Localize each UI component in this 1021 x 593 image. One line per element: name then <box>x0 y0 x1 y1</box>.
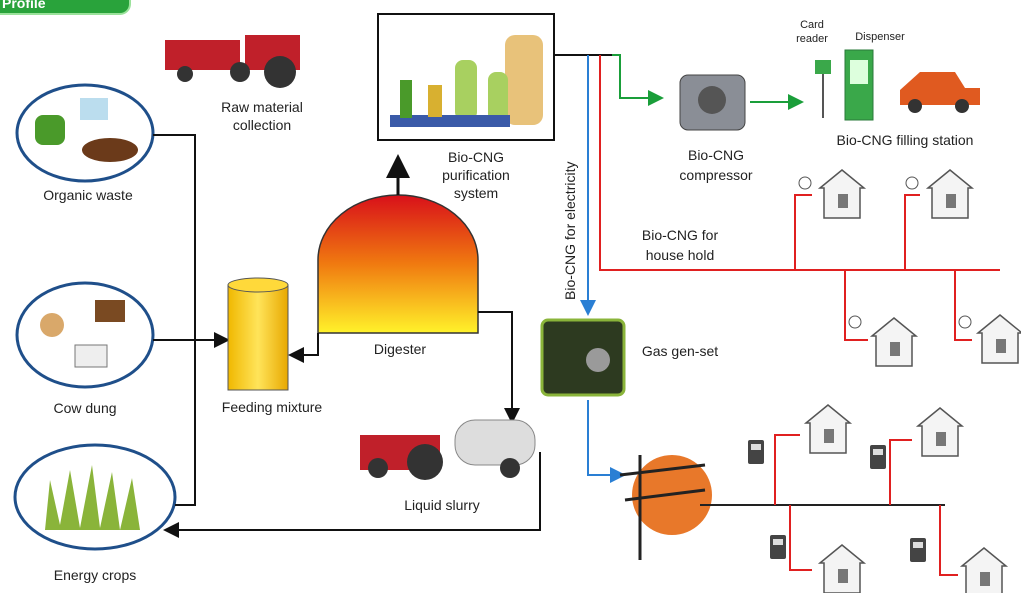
label: Raw material collection <box>221 99 303 133</box>
shape <box>918 408 962 456</box>
label: Cow dung <box>53 400 116 416</box>
label-line: Raw material <box>221 99 303 115</box>
label: Card reader <box>796 19 828 45</box>
shape <box>455 420 535 465</box>
label: Bio-CNG purification system <box>442 149 510 201</box>
shape <box>478 312 512 420</box>
shape <box>955 99 969 113</box>
shape <box>165 40 240 70</box>
label: Bio-CNG for electricity <box>562 162 578 300</box>
shape <box>40 313 64 337</box>
shape <box>488 72 508 122</box>
label: Liquid slurry <box>404 497 479 513</box>
shape <box>698 86 726 114</box>
shape <box>795 195 812 270</box>
badge-text: Profile <box>2 0 46 11</box>
shape <box>292 333 318 355</box>
shape <box>17 283 153 387</box>
label-line: reader <box>796 33 828 45</box>
shape <box>177 66 193 82</box>
shape <box>95 300 125 322</box>
shape <box>815 60 831 74</box>
label: Energy crops <box>54 567 136 583</box>
shape <box>959 316 971 328</box>
shape <box>845 270 868 340</box>
shape <box>264 56 296 88</box>
shape <box>870 445 886 469</box>
label-line: collection <box>233 117 291 133</box>
shape <box>153 135 225 505</box>
shape <box>890 440 912 505</box>
label-line: Bio-CNG <box>448 149 504 165</box>
shape <box>748 440 764 464</box>
label: Bio-CNG for house hold <box>642 227 719 263</box>
shape <box>775 435 800 505</box>
shape <box>872 318 916 366</box>
shape <box>820 545 864 593</box>
shape <box>955 270 972 340</box>
label-line: house hold <box>646 247 715 263</box>
shape <box>80 98 108 120</box>
shape <box>455 60 477 120</box>
label: Bio-CNG filling station <box>837 132 974 148</box>
shape <box>586 348 610 372</box>
shape <box>940 505 958 575</box>
shape <box>820 170 864 218</box>
label: Digester <box>374 341 426 357</box>
label: Feeding mixture <box>222 399 323 415</box>
shape <box>908 99 922 113</box>
shape <box>407 444 443 480</box>
label-line: Bio-CNG for <box>642 227 719 243</box>
label: Organic waste <box>43 187 133 203</box>
shape <box>612 55 660 98</box>
label-line: purification <box>442 167 510 183</box>
shape <box>588 400 622 475</box>
shape <box>35 115 65 145</box>
shape <box>542 320 624 395</box>
shape <box>910 538 926 562</box>
shape <box>228 285 288 390</box>
shape <box>75 345 107 367</box>
badge: Profile <box>0 0 130 14</box>
shape <box>318 195 478 333</box>
shape <box>505 35 543 125</box>
shape <box>770 535 786 559</box>
shape <box>500 458 520 478</box>
shape <box>82 138 138 162</box>
shape <box>928 170 972 218</box>
label: Gas gen-set <box>642 343 718 359</box>
shape <box>368 458 388 478</box>
label-line: system <box>454 185 498 201</box>
shape <box>400 80 412 118</box>
diagram: Profile Organic waste Cow dung Energy cr… <box>0 0 1021 593</box>
label: Bio-CNG compressor <box>679 147 752 183</box>
shape <box>978 315 1021 363</box>
shape <box>849 316 861 328</box>
shape <box>850 60 868 84</box>
shape <box>790 505 812 570</box>
shape <box>230 62 250 82</box>
label-line: Bio-CNG <box>688 147 744 163</box>
shape <box>905 195 920 270</box>
shape <box>799 177 811 189</box>
label-line: Card <box>800 19 824 31</box>
shape <box>428 85 442 117</box>
label-line: compressor <box>679 167 752 183</box>
shape <box>228 278 288 292</box>
shape <box>906 177 918 189</box>
shape <box>962 548 1006 593</box>
shape <box>806 405 850 453</box>
label: Dispenser <box>855 31 905 43</box>
